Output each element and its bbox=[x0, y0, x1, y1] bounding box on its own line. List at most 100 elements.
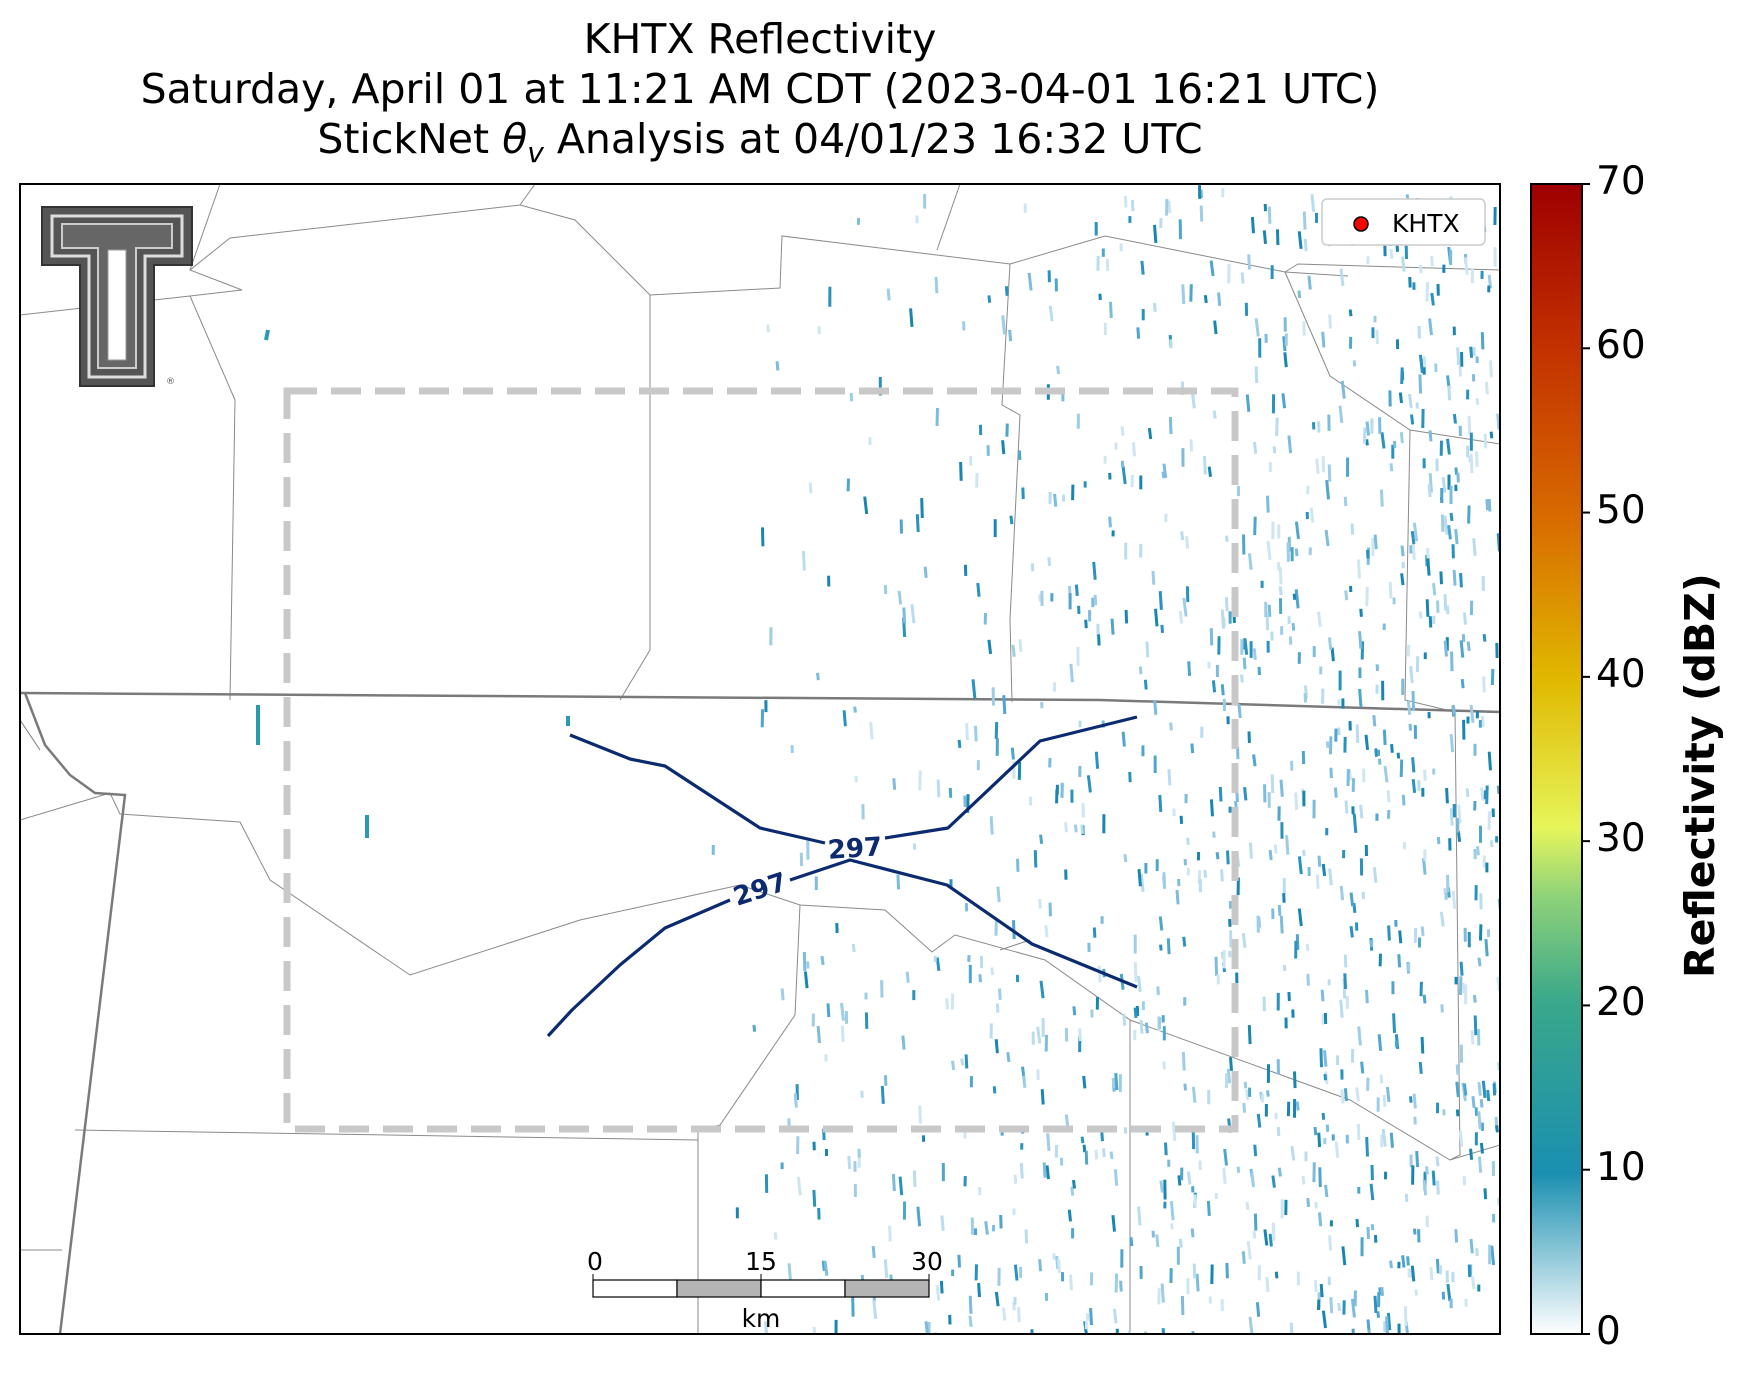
reflectivity-gate bbox=[912, 1170, 917, 1187]
reflectivity-gate bbox=[1274, 1271, 1279, 1279]
title-analysis-prefix: StickNet bbox=[317, 115, 503, 163]
reflectivity-gate bbox=[1472, 994, 1477, 1003]
reflectivity-gate bbox=[840, 1025, 845, 1042]
reflectivity-gate bbox=[1114, 1073, 1119, 1091]
reflectivity-gate bbox=[1447, 525, 1452, 540]
reflectivity-gate bbox=[1010, 747, 1015, 760]
reflectivity-gate bbox=[1409, 666, 1414, 684]
reflectivity-gate bbox=[1482, 676, 1486, 693]
reflectivity-gate bbox=[1477, 1081, 1482, 1096]
reflectivity-gate bbox=[1160, 624, 1164, 634]
reflectivity-gate bbox=[1389, 463, 1394, 472]
reflectivity-gate bbox=[1067, 1209, 1072, 1222]
reflectivity-gate bbox=[939, 1280, 944, 1294]
reflectivity-gate bbox=[1038, 1259, 1043, 1272]
reflectivity-gate bbox=[1294, 792, 1299, 810]
reflectivity-gate bbox=[934, 276, 939, 294]
reflectivity-gate bbox=[935, 957, 941, 971]
reflectivity-gate bbox=[1435, 1156, 1440, 1167]
reflectivity-gate bbox=[888, 1225, 892, 1242]
reflectivity-gate bbox=[1121, 465, 1127, 485]
reflectivity-gate bbox=[1436, 836, 1441, 845]
reflectivity-gate bbox=[1492, 1083, 1497, 1096]
reflectivity-gate bbox=[1382, 1094, 1387, 1107]
reflectivity-gate bbox=[1180, 531, 1185, 541]
reflectivity-gate bbox=[1360, 1061, 1365, 1074]
scale-tick-label: 30 bbox=[911, 1247, 943, 1276]
reflectivity-gate bbox=[1084, 1150, 1089, 1165]
reflectivity-gate bbox=[1178, 1238, 1183, 1248]
reflectivity-gate bbox=[1456, 347, 1461, 366]
reflectivity-gate bbox=[1256, 1113, 1262, 1128]
reflectivity-gate bbox=[1113, 1308, 1118, 1324]
reflectivity-gate bbox=[940, 1215, 945, 1232]
reflectivity-gate bbox=[1358, 631, 1363, 649]
reflectivity-gate bbox=[1431, 1170, 1436, 1186]
reflectivity-gate bbox=[1162, 872, 1167, 886]
reflectivity-gate bbox=[1246, 1241, 1252, 1260]
reflectivity-gate bbox=[1489, 840, 1494, 848]
reflectivity-gate bbox=[1211, 680, 1217, 693]
khtx-marker-icon bbox=[1353, 216, 1369, 232]
reflectivity-gate bbox=[1385, 1316, 1390, 1334]
reflectivity-gate bbox=[1473, 1015, 1478, 1036]
scale-bar: 0 15 30 km bbox=[587, 1247, 943, 1333]
reflectivity-gate bbox=[1382, 729, 1387, 745]
reflectivity-gate bbox=[801, 550, 806, 571]
reflectivity-gate bbox=[1425, 599, 1430, 617]
reflectivity-gate bbox=[1330, 647, 1335, 662]
reflectivity-gate bbox=[1408, 393, 1413, 408]
reflectivity-gate bbox=[1082, 1144, 1087, 1153]
reflectivity-gate bbox=[1483, 433, 1488, 449]
reflectivity-gate bbox=[968, 1315, 973, 1327]
reflectivity-gate bbox=[1162, 1061, 1167, 1070]
reflectivity-gate bbox=[1490, 1245, 1496, 1266]
reflectivity-gate bbox=[1467, 415, 1472, 435]
reflectivity-gate bbox=[1013, 1264, 1019, 1281]
reflectivity-gate bbox=[1425, 1166, 1429, 1175]
reflectivity-gate bbox=[869, 721, 874, 740]
reflectivity-gate bbox=[1328, 637, 1333, 651]
reflectivity-gate bbox=[1086, 775, 1092, 793]
reflectivity-gate bbox=[1254, 366, 1259, 383]
reflectivity-gate bbox=[793, 1093, 798, 1108]
reflectivity-gate bbox=[1366, 1319, 1371, 1334]
texas-tech-double-t-logo: ® bbox=[41, 206, 193, 387]
reflectivity-gate bbox=[1447, 385, 1452, 401]
reflectivity-gate bbox=[1454, 1229, 1459, 1243]
reflectivity-gate bbox=[1339, 268, 1345, 287]
reflectivity-gate bbox=[1038, 594, 1042, 602]
reflectivity-gate bbox=[916, 1206, 922, 1227]
reflectivity-gate bbox=[1372, 867, 1378, 883]
reflectivity-gate bbox=[1109, 301, 1113, 318]
reflectivity-gate bbox=[1169, 722, 1173, 731]
reflectivity-gate bbox=[1159, 1180, 1164, 1193]
reflectivity-gate bbox=[1306, 1197, 1311, 1208]
reflectivity-gate bbox=[1470, 1276, 1476, 1290]
reflectivity-gate bbox=[1278, 586, 1283, 596]
reflectivity-gate bbox=[1323, 1073, 1327, 1081]
reflectivity-gate bbox=[1320, 989, 1325, 1002]
reflectivity-gate bbox=[1397, 954, 1402, 968]
reflectivity-gate bbox=[950, 993, 955, 1010]
reflectivity-gate bbox=[1469, 346, 1474, 358]
reflectivity-gate bbox=[880, 1085, 885, 1104]
reflectivity-gate bbox=[977, 1282, 981, 1298]
reflectivity-gate bbox=[1399, 759, 1404, 777]
reflectivity-gate bbox=[1187, 661, 1192, 676]
reflectivity-gate bbox=[863, 496, 869, 515]
reflectivity-gate bbox=[1089, 1308, 1093, 1326]
reflectivity-gate bbox=[960, 1058, 965, 1066]
reflectivity-gate bbox=[1120, 426, 1125, 436]
reflectivity-gate bbox=[1471, 1096, 1476, 1109]
reflectivity-gate bbox=[1496, 785, 1500, 795]
reflectivity-gate bbox=[1214, 1192, 1219, 1200]
reflectivity-gate bbox=[1479, 1142, 1484, 1154]
reflectivity-gate bbox=[1452, 413, 1457, 424]
reflectivity-gate bbox=[1021, 487, 1025, 500]
reflectivity-gate bbox=[1344, 800, 1349, 814]
reflectivity-gate bbox=[1011, 644, 1016, 657]
reflectivity-gate bbox=[1310, 194, 1316, 212]
reflectivity-gate bbox=[1097, 634, 1101, 646]
reflectivity-gate bbox=[1343, 973, 1348, 989]
